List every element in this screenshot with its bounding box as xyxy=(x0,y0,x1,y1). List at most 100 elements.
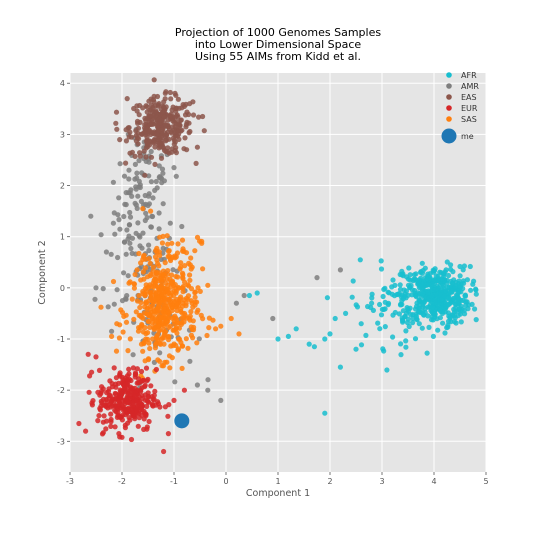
data-point-eas xyxy=(146,98,152,104)
data-point-sas xyxy=(132,271,138,278)
data-point-amr xyxy=(136,233,142,239)
legend-label: me xyxy=(461,132,474,141)
data-point-amr xyxy=(103,249,109,255)
data-point-amr xyxy=(108,251,114,257)
data-point-sas xyxy=(155,261,161,267)
data-point-afr xyxy=(369,295,375,301)
data-point-eur xyxy=(115,395,121,401)
data-point-eur xyxy=(117,370,123,376)
data-point-amr xyxy=(121,173,128,179)
data-point-eur xyxy=(108,419,114,425)
data-point-eur xyxy=(133,406,139,412)
data-point-eas xyxy=(143,154,149,160)
data-point-amr xyxy=(218,397,224,403)
data-point-afr xyxy=(389,284,395,290)
data-point-afr xyxy=(413,293,419,300)
data-point-afr xyxy=(293,326,299,332)
data-point-afr xyxy=(437,269,443,275)
data-point-eas xyxy=(147,139,153,145)
data-point-eur xyxy=(171,397,177,403)
data-point-sas xyxy=(114,321,120,327)
data-point-eas xyxy=(169,124,176,130)
data-point-eas xyxy=(154,131,160,137)
data-point-afr xyxy=(378,258,384,264)
data-point-sas xyxy=(198,312,204,318)
data-point-afr xyxy=(363,332,369,338)
data-point-afr xyxy=(424,276,430,282)
data-point-sas xyxy=(125,348,131,354)
data-point-sas xyxy=(188,286,195,292)
data-point-eur xyxy=(155,401,161,407)
data-point-sas xyxy=(174,250,181,256)
data-point-eur xyxy=(119,374,125,380)
data-point-sas xyxy=(145,356,152,362)
data-point-amr xyxy=(143,210,149,216)
data-point-afr xyxy=(386,290,392,296)
data-point-afr xyxy=(447,315,453,321)
data-point-afr xyxy=(413,313,419,319)
data-point-sas xyxy=(182,263,188,269)
data-point-afr xyxy=(450,269,456,275)
data-point-sas xyxy=(143,336,149,342)
data-point-sas xyxy=(175,320,181,326)
data-point-sas xyxy=(192,248,198,254)
data-point-afr xyxy=(418,269,424,275)
data-point-sas xyxy=(157,288,163,294)
data-point-afr xyxy=(425,313,431,319)
legend-label: AMR xyxy=(461,82,479,91)
data-point-sas xyxy=(138,341,145,347)
data-point-eas xyxy=(176,121,182,128)
data-point-eas xyxy=(141,130,147,136)
data-point-afr xyxy=(444,303,450,309)
data-point-afr xyxy=(457,263,463,270)
x-tick-label: -3 xyxy=(66,477,74,486)
data-point-afr xyxy=(421,299,427,305)
data-point-afr xyxy=(402,313,408,319)
x-tick-label: 1 xyxy=(275,477,280,486)
data-point-eas xyxy=(173,113,179,119)
data-point-eur xyxy=(108,411,114,417)
data-point-eas xyxy=(182,135,188,141)
data-point-afr xyxy=(357,257,363,263)
data-point-sas xyxy=(113,348,120,354)
x-tick-label: 5 xyxy=(483,477,488,486)
data-point-amr xyxy=(170,267,176,273)
data-point-sas xyxy=(157,299,163,305)
data-point-sas xyxy=(165,337,172,343)
data-point-eur xyxy=(165,413,171,419)
data-point-amr xyxy=(146,191,152,197)
data-point-amr xyxy=(132,161,138,167)
data-point-afr xyxy=(432,297,438,303)
data-point-afr xyxy=(382,285,388,291)
data-point-afr xyxy=(412,287,418,294)
data-point-eur xyxy=(140,378,146,384)
data-point-eur xyxy=(162,404,168,410)
data-point-afr xyxy=(379,306,385,312)
data-point-eas xyxy=(151,140,157,146)
data-point-afr xyxy=(425,290,431,296)
data-point-amr xyxy=(111,301,117,307)
data-point-eas xyxy=(133,132,139,138)
data-point-sas xyxy=(159,240,165,246)
data-point-amr xyxy=(173,173,179,179)
data-point-eas xyxy=(170,104,176,110)
data-point-eas xyxy=(114,126,120,132)
data-point-eas xyxy=(178,117,184,123)
data-point-amr xyxy=(116,195,122,201)
data-point-sas xyxy=(157,234,163,240)
data-point-amr xyxy=(161,178,167,184)
data-point-sas xyxy=(204,332,210,339)
data-point-eas xyxy=(152,161,158,167)
data-point-afr xyxy=(420,312,427,318)
data-point-amr xyxy=(114,287,120,293)
data-point-afr xyxy=(473,291,479,297)
data-point-eur xyxy=(165,431,171,437)
data-point-amr xyxy=(112,231,118,237)
data-point-eas xyxy=(158,133,164,139)
data-point-eas xyxy=(165,117,171,123)
data-point-sas xyxy=(134,267,140,273)
data-point-sas xyxy=(163,318,169,324)
data-point-eas xyxy=(144,116,150,122)
data-point-sas xyxy=(140,348,146,354)
